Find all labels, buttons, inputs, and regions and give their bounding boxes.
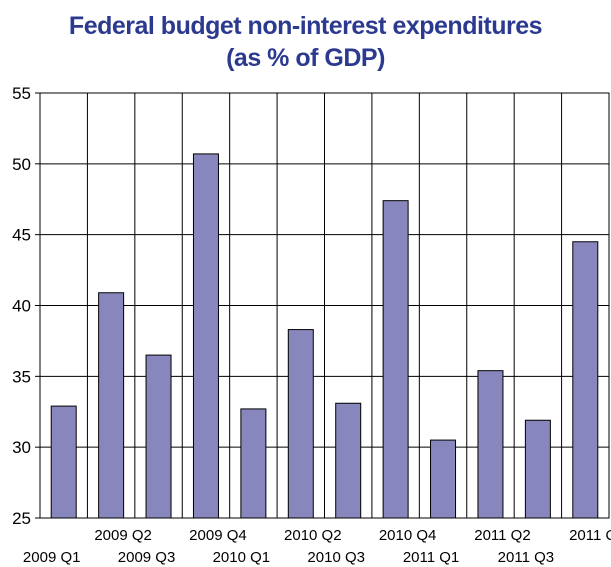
x-category-label: 2010 Q1 [213, 549, 271, 566]
x-category-label: 2011 Q2 [474, 527, 530, 544]
bar-2010-q2 [287, 329, 314, 519]
chart-title-line-2: (as % of GDP) [226, 44, 385, 72]
x-category-label: 2010 Q2 [284, 527, 342, 544]
x-category-label: 2009 Q1 [23, 549, 81, 566]
x-category-label: 2010 Q4 [379, 527, 437, 544]
y-tick-label: 55 [12, 84, 31, 103]
bar-2010-q1 [240, 408, 267, 519]
bar-2009-q4 [192, 153, 219, 519]
bar-2009-q2 [98, 292, 125, 519]
y-tick-label: 45 [12, 226, 31, 245]
x-category-label: 2011 Q1 [403, 549, 459, 566]
y-tick-label: 40 [12, 297, 31, 316]
bar-2010-q3 [335, 402, 362, 519]
bar-2009-q1 [50, 405, 77, 519]
bar-2009-q3 [145, 354, 172, 519]
x-category-label: 2009 Q2 [94, 527, 152, 544]
bar-2011-q4 [572, 241, 599, 519]
y-tick-label: 50 [12, 155, 31, 174]
x-category-label: 2010 Q3 [307, 549, 365, 566]
bar-2011-q3 [524, 419, 551, 519]
y-tick-label: 25 [12, 509, 31, 528]
bar-2010-q4 [382, 200, 409, 519]
bar-2011-q2 [477, 370, 504, 519]
chart-title-line-1: Federal budget non-interest expenditures [68, 12, 543, 40]
bar-2011-q1 [430, 439, 457, 519]
y-tick-label: 35 [12, 367, 31, 386]
y-tick-label: 30 [12, 438, 31, 457]
x-category-label: 2009 Q3 [118, 549, 176, 566]
x-category-label: 2011 Q4 [569, 527, 611, 544]
x-category-label: 2009 Q4 [189, 527, 247, 544]
x-category-label: 2011 Q3 [498, 549, 554, 566]
